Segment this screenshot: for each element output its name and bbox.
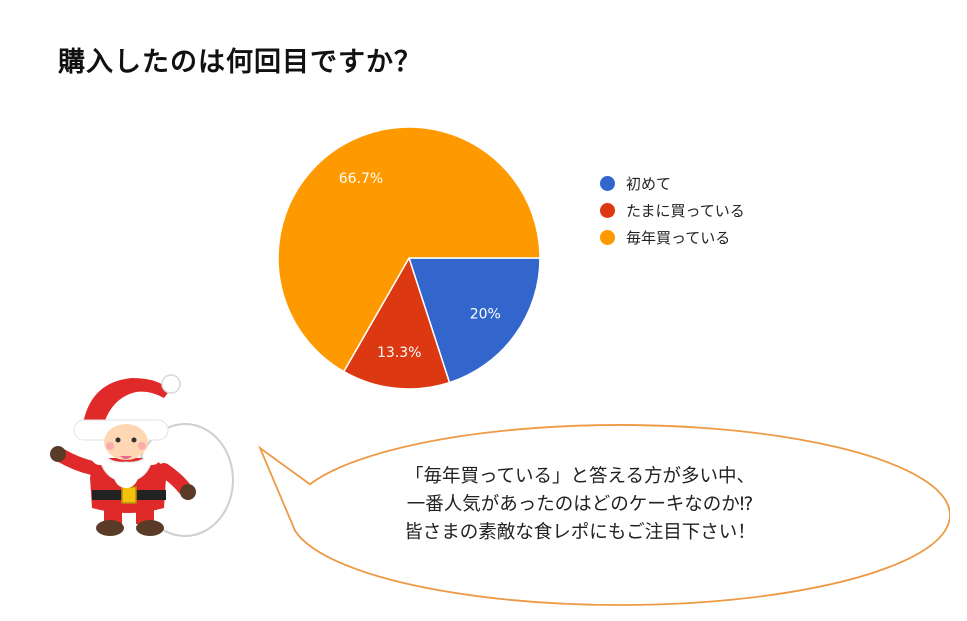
- legend-label: たまに買っている: [626, 202, 745, 220]
- legend-swatch: [600, 230, 615, 245]
- pie-chart: 20% 13.3% 66.7%: [277, 126, 541, 390]
- legend-swatch: [600, 176, 615, 191]
- pie-slice: [407, 257, 541, 384]
- slice-label: 13.3%: [377, 345, 421, 361]
- speech-bubble-text: 「毎年買っている」と答える方が多い中、 一番人気があったのはどのケーキなのか⁉ …: [310, 463, 850, 547]
- slice-label: 20%: [470, 306, 501, 322]
- speech-line: 一番人気があったのはどのケーキなのか⁉: [406, 494, 754, 515]
- pie-slice: [277, 126, 541, 373]
- slice-label: 66.7%: [339, 171, 383, 187]
- legend-item-every-year: 毎年買っている: [600, 224, 745, 251]
- legend-item-first-time: 初めて: [600, 170, 745, 197]
- speech-line: 皆さまの素敵な食レポにもご注目下さい！: [404, 522, 756, 543]
- speech-line: 「毎年買っている」と答える方が多い中、: [404, 466, 756, 487]
- santa-claus-icon: [50, 374, 234, 537]
- legend-label: 初めて: [626, 175, 672, 193]
- legend-label: 毎年買っている: [626, 229, 731, 247]
- chart-legend: 初めて たまに買っている 毎年買っている: [600, 170, 745, 251]
- speech-bubble: [257, 424, 950, 606]
- pie-slice: [342, 256, 451, 390]
- legend-item-sometimes: たまに買っている: [600, 197, 745, 224]
- legend-swatch: [600, 203, 615, 218]
- page-title: 購入したのは何回目ですか？: [58, 47, 422, 78]
